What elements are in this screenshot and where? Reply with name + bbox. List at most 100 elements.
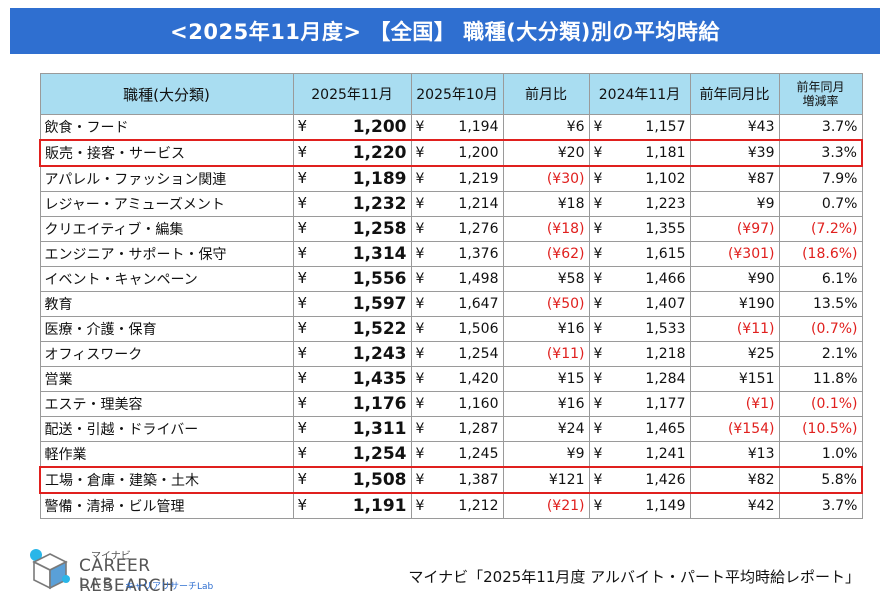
cell-nov2025: ¥1,522 bbox=[292, 316, 412, 342]
yen-sign: ¥ bbox=[415, 296, 425, 312]
cell-nov2024: ¥1,223 bbox=[588, 191, 691, 217]
cell-yoy-rate: 6.1% bbox=[778, 266, 863, 292]
header-oct2025: 2025年10月 bbox=[410, 73, 504, 115]
cell-nov2025: ¥1,435 bbox=[292, 366, 412, 392]
yen-sign: ¥ bbox=[297, 419, 308, 437]
cell-oct2025: ¥1,647 bbox=[410, 291, 504, 317]
cell-mom: ¥15 bbox=[502, 366, 590, 392]
cell-nov2025-value: 1,556 bbox=[352, 269, 407, 289]
cell-oct2025: ¥1,376 bbox=[410, 241, 504, 267]
cell-oct2025: ¥1,160 bbox=[410, 391, 504, 417]
cell-oct2025-value: 1,287 bbox=[458, 421, 499, 437]
cell-yoy-rate: 0.7% bbox=[778, 191, 863, 217]
cell-yoy-rate: 2.1% bbox=[778, 341, 863, 367]
header-mom: 前月比 bbox=[502, 73, 590, 115]
cell-oct2025: ¥1,219 bbox=[410, 165, 504, 192]
yen-sign: ¥ bbox=[415, 346, 425, 362]
cell-oct2025-value: 1,214 bbox=[458, 196, 499, 212]
yen-sign: ¥ bbox=[593, 371, 603, 387]
cell-nov2025: ¥1,258 bbox=[292, 216, 412, 242]
logo-career-research-text: CAREER RESEARCH bbox=[79, 556, 175, 596]
logo-mynavi-text: マイナビ bbox=[91, 551, 131, 562]
cell-nov2024: ¥1,149 bbox=[588, 492, 691, 519]
cell-nov2024-value: 1,533 bbox=[645, 321, 686, 337]
page-title-text: <2025年11月度> 【全国】 職種(大分類)別の平均時給 bbox=[170, 20, 720, 44]
cell-category: 飲食・フード bbox=[39, 114, 294, 141]
cell-nov2025-value: 1,220 bbox=[352, 143, 407, 163]
yen-sign: ¥ bbox=[297, 319, 308, 337]
cell-nov2024: ¥1,157 bbox=[588, 114, 691, 141]
cell-oct2025-value: 1,200 bbox=[458, 145, 499, 161]
cell-oct2025-value: 1,420 bbox=[458, 371, 499, 387]
yen-sign: ¥ bbox=[593, 321, 603, 337]
wage-table: 職種(大分類) 2025年11月 2025年10月 前月比 2024年11月 前… bbox=[39, 73, 863, 519]
yen-sign: ¥ bbox=[593, 446, 603, 462]
cell-yoy-rate: 11.8% bbox=[778, 366, 863, 392]
table-row: 軽作業 ¥1,254 ¥1,245 ¥9 ¥1,241 ¥13 1.0% bbox=[39, 441, 863, 468]
cell-oct2025-value: 1,212 bbox=[458, 498, 499, 514]
cell-nov2024-value: 1,181 bbox=[645, 145, 686, 161]
cell-oct2025-value: 1,245 bbox=[458, 446, 499, 462]
cell-nov2024-value: 1,177 bbox=[645, 396, 686, 412]
cell-nov2024: ¥1,284 bbox=[588, 366, 691, 392]
cell-yoy: ¥25 bbox=[689, 341, 780, 367]
header-nov2025: 2025年11月 bbox=[292, 73, 412, 115]
yen-sign: ¥ bbox=[593, 196, 603, 212]
cell-mom: ¥9 bbox=[502, 441, 590, 468]
page-title: <2025年11月度> 【全国】 職種(大分類)別の平均時給 bbox=[10, 8, 880, 54]
logo-sub-text: キャリアリサーチLab bbox=[125, 582, 214, 592]
cell-nov2025-value: 1,189 bbox=[352, 169, 407, 189]
cell-mom: ¥121 bbox=[502, 466, 590, 494]
cell-yoy-rate: 5.8% bbox=[778, 466, 863, 494]
yen-sign: ¥ bbox=[593, 346, 603, 362]
cell-category: 配送・引越・ドライバー bbox=[39, 416, 294, 442]
yen-sign: ¥ bbox=[593, 498, 603, 514]
cell-oct2025-value: 1,254 bbox=[458, 346, 499, 362]
yen-sign: ¥ bbox=[297, 244, 308, 262]
cell-nov2024: ¥1,407 bbox=[588, 291, 691, 317]
cell-yoy-rate: 3.3% bbox=[778, 139, 863, 167]
table-row: 教育 ¥1,597 ¥1,647 (¥50) ¥1,407 ¥190 13.5% bbox=[39, 291, 863, 317]
yen-sign: ¥ bbox=[593, 145, 603, 161]
cell-nov2025: ¥1,508 bbox=[292, 466, 412, 494]
table-body: 飲食・フード ¥1,200 ¥1,194 ¥6 ¥1,157 ¥43 3.7% 販売・接客・サ… bbox=[39, 114, 863, 519]
cell-yoy: (¥1) bbox=[689, 391, 780, 417]
cell-nov2024: ¥1,533 bbox=[588, 316, 691, 342]
yen-sign: ¥ bbox=[415, 371, 425, 387]
cell-category: エステ・理美容 bbox=[39, 391, 294, 417]
table-row: クリエイティブ・編集 ¥1,258 ¥1,276 (¥18) ¥1,355 (¥97) (7… bbox=[39, 216, 863, 242]
table-row: 工場・倉庫・建築・土木 ¥1,508 ¥1,387 ¥121 ¥1,426 ¥82 5.8% bbox=[39, 466, 863, 494]
cell-nov2024-value: 1,241 bbox=[645, 446, 686, 462]
cell-yoy: ¥42 bbox=[689, 492, 780, 519]
cell-oct2025: ¥1,420 bbox=[410, 366, 504, 392]
cell-nov2025-value: 1,522 bbox=[352, 319, 407, 339]
table-header-row: 職種(大分類) 2025年11月 2025年10月 前月比 2024年11月 前… bbox=[39, 73, 863, 115]
cell-nov2025: ¥1,191 bbox=[292, 492, 412, 519]
cell-mom: ¥58 bbox=[502, 266, 590, 292]
yen-sign: ¥ bbox=[415, 446, 425, 462]
cell-nov2025: ¥1,314 bbox=[292, 241, 412, 267]
yen-sign: ¥ bbox=[593, 472, 603, 488]
cell-nov2025-value: 1,191 bbox=[352, 496, 407, 516]
cell-nov2025-value: 1,176 bbox=[352, 394, 407, 414]
cell-nov2025-value: 1,232 bbox=[352, 194, 407, 214]
yen-sign: ¥ bbox=[297, 169, 308, 187]
cell-mom: ¥6 bbox=[502, 114, 590, 141]
table-row: 医療・介護・保育 ¥1,522 ¥1,506 ¥16 ¥1,533 (¥11) (0.7%) bbox=[39, 316, 863, 342]
cell-yoy: (¥301) bbox=[689, 241, 780, 267]
cell-nov2024-value: 1,157 bbox=[645, 119, 686, 135]
header-yoy-rate: 前年同月 増減率 bbox=[778, 73, 863, 115]
cell-nov2025: ¥1,597 bbox=[292, 291, 412, 317]
cell-nov2024-value: 1,284 bbox=[645, 371, 686, 387]
cell-yoy-rate: 1.0% bbox=[778, 441, 863, 468]
cell-nov2024: ¥1,465 bbox=[588, 416, 691, 442]
cell-nov2025-value: 1,254 bbox=[352, 444, 407, 464]
cell-yoy: (¥154) bbox=[689, 416, 780, 442]
cell-category: イベント・キャンペーン bbox=[39, 266, 294, 292]
cell-nov2024-value: 1,218 bbox=[645, 346, 686, 362]
cell-category: 医療・介護・保育 bbox=[39, 316, 294, 342]
cell-nov2025: ¥1,176 bbox=[292, 391, 412, 417]
cell-category: 警備・清掃・ビル管理 bbox=[39, 492, 294, 519]
table-row: 配送・引越・ドライバー ¥1,311 ¥1,287 ¥24 ¥1,465 (¥154) (1… bbox=[39, 416, 863, 442]
cell-nov2024: ¥1,426 bbox=[588, 466, 691, 494]
